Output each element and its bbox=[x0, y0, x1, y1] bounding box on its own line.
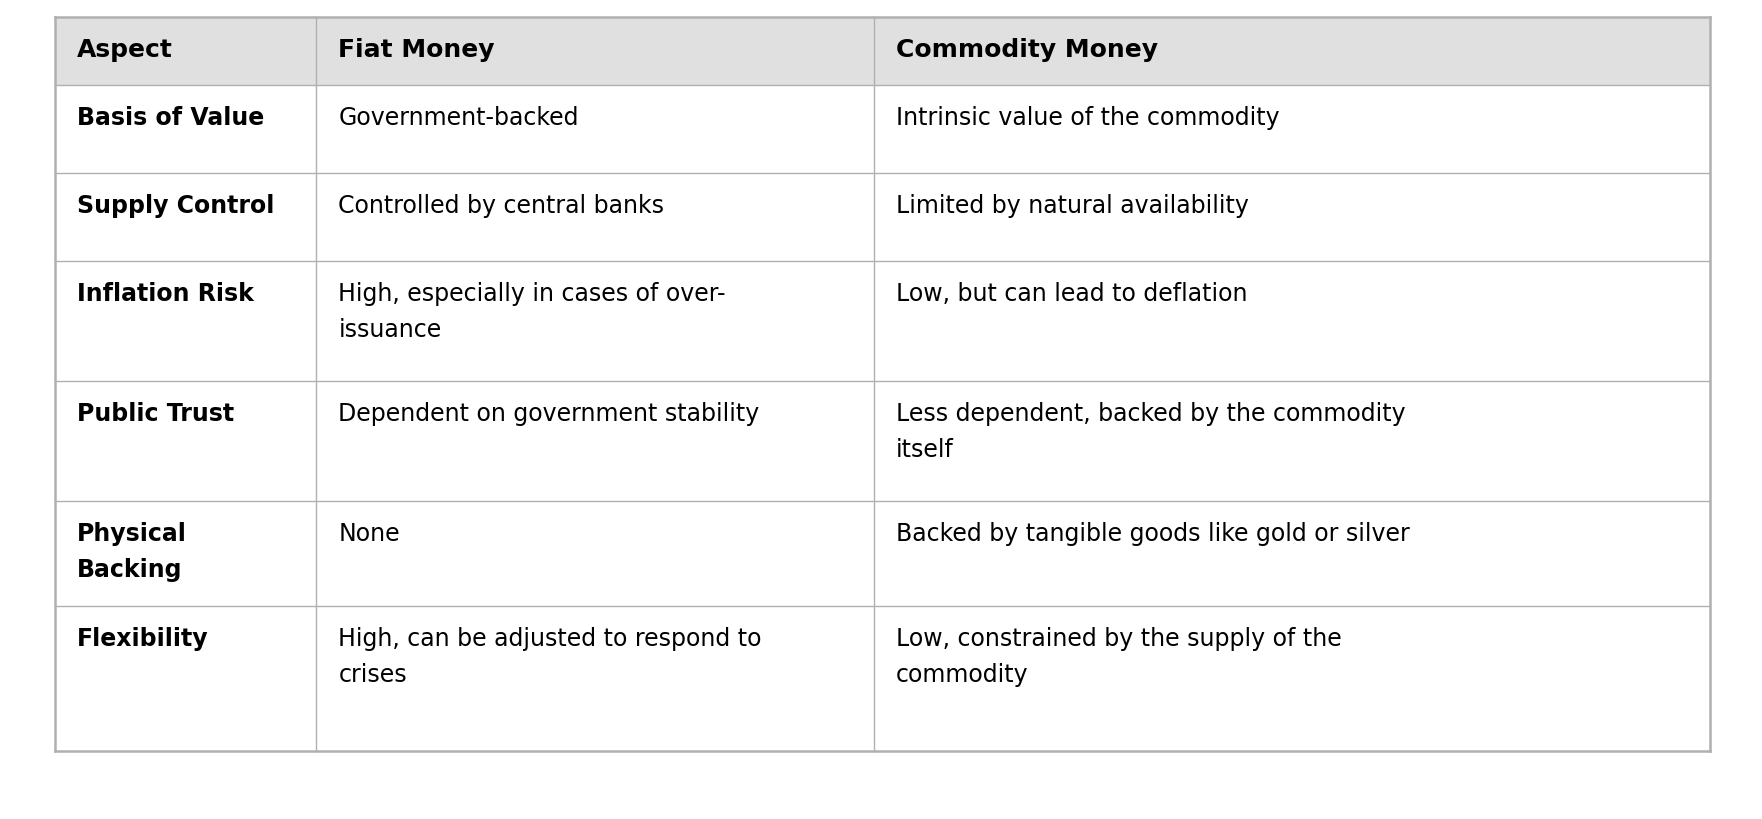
Bar bbox=[317, 606, 874, 751]
Text: Flexibility: Flexibility bbox=[78, 627, 208, 650]
Bar bbox=[874, 262, 1709, 382]
Bar bbox=[55, 262, 317, 382]
Bar bbox=[317, 174, 874, 262]
Text: None: None bbox=[338, 522, 400, 545]
Text: Backed by tangible goods like gold or silver: Backed by tangible goods like gold or si… bbox=[897, 522, 1410, 545]
Text: Low, constrained by the supply of the
commodity: Low, constrained by the supply of the co… bbox=[897, 627, 1343, 686]
Text: Government-backed: Government-backed bbox=[338, 106, 580, 130]
Bar bbox=[55, 606, 317, 751]
Bar bbox=[874, 174, 1709, 262]
Text: Commodity Money: Commodity Money bbox=[897, 38, 1158, 62]
Text: Fiat Money: Fiat Money bbox=[338, 38, 495, 62]
Bar bbox=[317, 18, 874, 86]
Text: Controlled by central banks: Controlled by central banks bbox=[338, 194, 664, 218]
Text: Basis of Value: Basis of Value bbox=[78, 106, 264, 130]
Text: Public Trust: Public Trust bbox=[78, 401, 234, 426]
Bar bbox=[317, 262, 874, 382]
Bar bbox=[874, 18, 1709, 86]
Bar bbox=[55, 174, 317, 262]
Bar bbox=[55, 501, 317, 606]
Bar bbox=[874, 86, 1709, 174]
Text: Limited by natural availability: Limited by natural availability bbox=[897, 194, 1249, 218]
Bar bbox=[55, 18, 317, 86]
Bar bbox=[874, 501, 1709, 606]
Bar bbox=[55, 86, 317, 174]
Bar bbox=[874, 606, 1709, 751]
Text: Low, but can lead to deflation: Low, but can lead to deflation bbox=[897, 282, 1247, 305]
Text: Physical
Backing: Physical Backing bbox=[78, 522, 187, 581]
Text: High, especially in cases of over-
issuance: High, especially in cases of over- issua… bbox=[338, 282, 726, 342]
Text: Intrinsic value of the commodity: Intrinsic value of the commodity bbox=[897, 106, 1279, 130]
Text: Supply Control: Supply Control bbox=[78, 194, 275, 218]
Text: Dependent on government stability: Dependent on government stability bbox=[338, 401, 759, 426]
Bar bbox=[317, 501, 874, 606]
Bar bbox=[55, 382, 317, 501]
Text: High, can be adjusted to respond to
crises: High, can be adjusted to respond to cris… bbox=[338, 627, 761, 686]
Bar bbox=[874, 382, 1709, 501]
Text: Less dependent, backed by the commodity
itself: Less dependent, backed by the commodity … bbox=[897, 401, 1406, 462]
Text: Aspect: Aspect bbox=[78, 38, 173, 62]
Bar bbox=[317, 382, 874, 501]
Text: Inflation Risk: Inflation Risk bbox=[78, 282, 254, 305]
Bar bbox=[317, 86, 874, 174]
